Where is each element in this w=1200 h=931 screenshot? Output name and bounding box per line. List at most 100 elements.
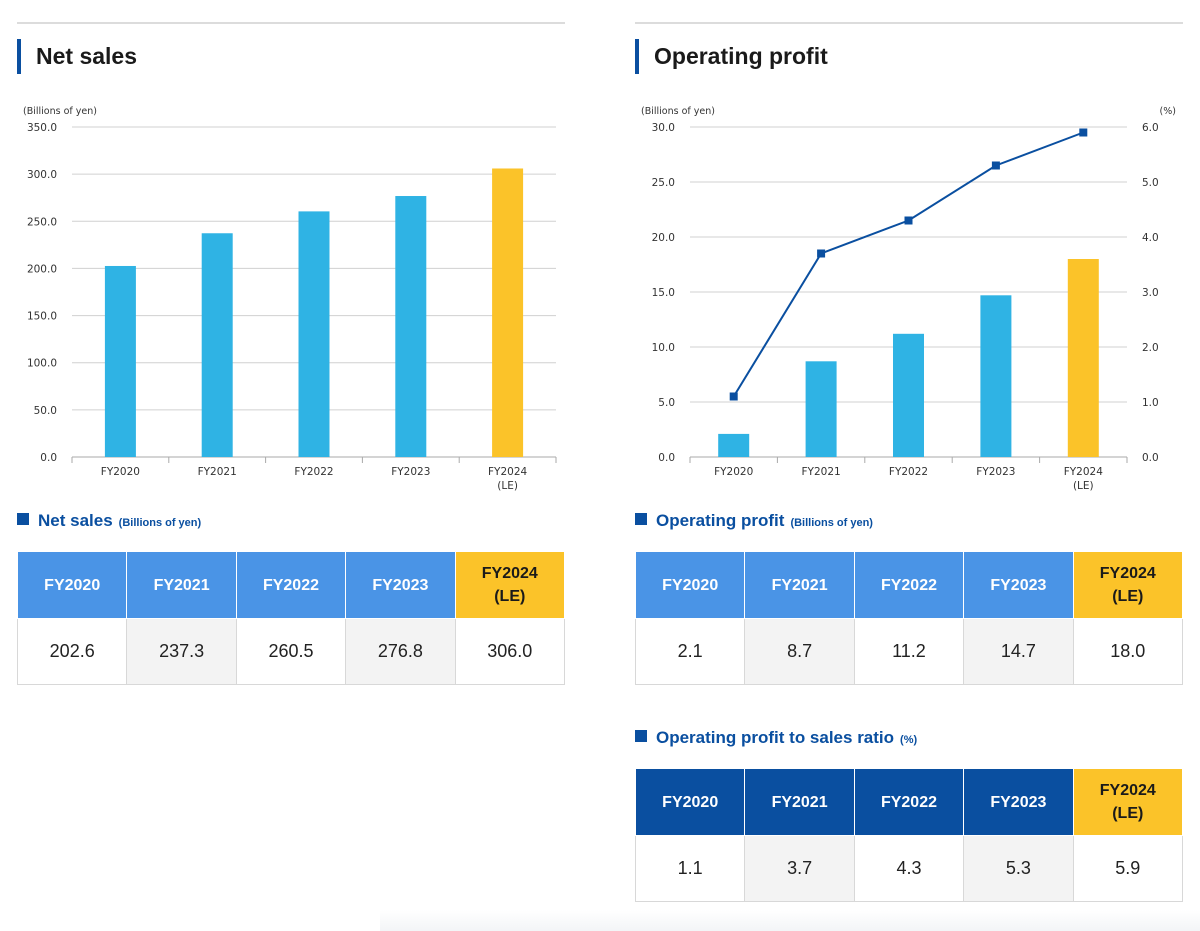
y2-tick-label: 1.0 bbox=[1142, 397, 1159, 409]
top-divider bbox=[17, 22, 565, 24]
header-fy2023: FY2023 bbox=[963, 551, 1074, 619]
table-row: 2.1 8.7 11.2 14.7 18.0 bbox=[634, 618, 1184, 685]
y-tick-label: 350.0 bbox=[27, 122, 57, 134]
header-label: FY2021 bbox=[771, 793, 828, 811]
value-cell: 276.8 bbox=[345, 618, 456, 685]
x-tick-label: FY2022 bbox=[889, 466, 928, 478]
header-label: FY2024 bbox=[1099, 782, 1156, 799]
header-fy2020: FY2020 bbox=[634, 551, 746, 619]
ratio-table: FY2020 FY2021 FY2022 FY2023 FY2024 (LE) 1… bbox=[634, 768, 1184, 902]
header-label: FY2023 bbox=[990, 793, 1047, 811]
y-tick-label: 30.0 bbox=[652, 122, 675, 134]
y-axis-unit-label: (Billions of yen) bbox=[23, 106, 97, 117]
header-label: FY2021 bbox=[153, 576, 210, 594]
bar-fy2020 bbox=[718, 433, 750, 457]
header-label: FY2020 bbox=[662, 576, 719, 594]
table-header-row: FY2020 FY2021 FY2022 FY2023 FY2024 (LE) bbox=[16, 551, 566, 619]
y-tick-label: 5.0 bbox=[658, 397, 675, 409]
y-tick-label: 25.0 bbox=[652, 177, 675, 189]
header-fy2020: FY2020 bbox=[16, 551, 128, 619]
header-fy2022: FY2022 bbox=[853, 551, 965, 619]
x-tick-sub-label: (LE) bbox=[1073, 480, 1094, 492]
top-divider bbox=[635, 22, 1183, 24]
y-tick-label: 100.0 bbox=[27, 358, 57, 370]
header-label: FY2021 bbox=[771, 576, 828, 594]
table-header-row: FY2020 FY2021 FY2022 FY2023 FY2024 (LE) bbox=[634, 551, 1184, 619]
ratio-table-unit: (%) bbox=[900, 734, 918, 746]
value-cell: 202.6 bbox=[16, 618, 128, 685]
header-label: FY2022 bbox=[880, 793, 937, 811]
y2-tick-label: 2.0 bbox=[1142, 342, 1159, 354]
header-sub-label: (LE) bbox=[1112, 588, 1144, 605]
header-fy2023: FY2023 bbox=[963, 768, 1074, 836]
header-label: FY2022 bbox=[880, 576, 937, 594]
table-row: 1.1 3.7 4.3 5.3 5.9 bbox=[634, 835, 1184, 902]
header-fy2024: FY2024 (LE) bbox=[1072, 768, 1184, 836]
header-label: FY2022 bbox=[262, 576, 319, 594]
bar-fy2021 bbox=[805, 361, 837, 457]
operating-profit-table-title-text: Operating profit bbox=[656, 511, 785, 530]
net-sales-table-title-text: Net sales bbox=[38, 511, 113, 530]
y-tick-label: 300.0 bbox=[27, 169, 57, 181]
ratio-table-title: Operating profit to sales ratio (%) bbox=[635, 727, 917, 749]
y-tick-label: 0.0 bbox=[40, 452, 57, 464]
header-label: FY2024 bbox=[481, 565, 538, 582]
x-tick-label: FY2024 bbox=[1064, 466, 1103, 478]
y2-tick-label: 5.0 bbox=[1142, 177, 1159, 189]
square-bullet-icon bbox=[17, 513, 29, 525]
value-cell: 18.0 bbox=[1072, 618, 1184, 685]
operating-profit-table-unit: (Billions of yen) bbox=[790, 517, 873, 529]
header-label: FY2024 bbox=[1099, 565, 1156, 582]
y-tick-label: 15.0 bbox=[652, 287, 675, 299]
bar-fy2023 bbox=[980, 295, 1012, 457]
header-fy2020: FY2020 bbox=[634, 768, 746, 836]
table-header-row: FY2020 FY2021 FY2022 FY2023 FY2024 (LE) bbox=[634, 768, 1184, 836]
header-fy2021: FY2021 bbox=[744, 768, 855, 836]
y2-tick-label: 0.0 bbox=[1142, 452, 1159, 464]
ratio-point-fy2023 bbox=[991, 161, 1000, 170]
header-sub-label: (LE) bbox=[494, 588, 526, 605]
bar-fy2023 bbox=[395, 196, 427, 457]
square-bullet-icon bbox=[635, 513, 647, 525]
value-cell: 4.3 bbox=[853, 835, 965, 902]
header-fy2022: FY2022 bbox=[853, 768, 965, 836]
header-fy2024: FY2024 (LE) bbox=[1072, 551, 1184, 619]
y-tick-label: 150.0 bbox=[27, 311, 57, 323]
x-tick-label: FY2023 bbox=[391, 466, 430, 478]
y-tick-label: 0.0 bbox=[658, 452, 675, 464]
ratio-table-title-text: Operating profit to sales ratio bbox=[656, 728, 895, 747]
x-tick-label: FY2021 bbox=[198, 466, 237, 478]
value-cell: 5.9 bbox=[1072, 835, 1184, 902]
y-tick-label: 250.0 bbox=[27, 216, 57, 228]
y-tick-label: 50.0 bbox=[34, 405, 57, 417]
y-tick-label: 20.0 bbox=[652, 232, 675, 244]
value-cell: 11.2 bbox=[853, 618, 965, 685]
header-fy2022: FY2022 bbox=[235, 551, 347, 619]
bottom-fade bbox=[380, 910, 1200, 931]
net-sales-heading: Net sales bbox=[17, 39, 137, 74]
x-tick-label: FY2022 bbox=[294, 466, 333, 478]
x-tick-label: FY2021 bbox=[802, 466, 841, 478]
value-cell: 8.7 bbox=[744, 618, 855, 685]
header-fy2021: FY2021 bbox=[126, 551, 237, 619]
bar-fy2024 bbox=[1067, 259, 1099, 457]
ratio-point-fy2021 bbox=[817, 249, 826, 258]
operating-profit-chart: (Billions of yen) (%) 0.0 5.0 10.0 15.0 20.0 25… bbox=[641, 106, 1176, 492]
value-cell: 260.5 bbox=[235, 618, 347, 685]
y2-tick-label: 3.0 bbox=[1142, 287, 1159, 299]
y2-tick-label: 4.0 bbox=[1142, 232, 1159, 244]
value-cell: 2.1 bbox=[634, 618, 746, 685]
operating-profit-table-title: Operating profit (Billions of yen) bbox=[635, 510, 873, 532]
net-sales-table-title: Net sales (Billions of yen) bbox=[17, 510, 201, 532]
bar-fy2022 bbox=[298, 211, 330, 457]
value-cell: 1.1 bbox=[634, 835, 746, 902]
y-tick-label: 10.0 bbox=[652, 342, 675, 354]
header-label: FY2023 bbox=[372, 576, 429, 594]
operating-profit-heading: Operating profit bbox=[635, 39, 828, 74]
x-tick-sub-label: (LE) bbox=[497, 480, 518, 492]
y2-tick-label: 6.0 bbox=[1142, 122, 1159, 134]
square-bullet-icon bbox=[635, 730, 647, 742]
bar-fy2024 bbox=[492, 168, 524, 457]
header-label: FY2020 bbox=[44, 576, 101, 594]
net-sales-table: FY2020 FY2021 FY2022 FY2023 FY2024 (LE) 2… bbox=[16, 551, 566, 685]
